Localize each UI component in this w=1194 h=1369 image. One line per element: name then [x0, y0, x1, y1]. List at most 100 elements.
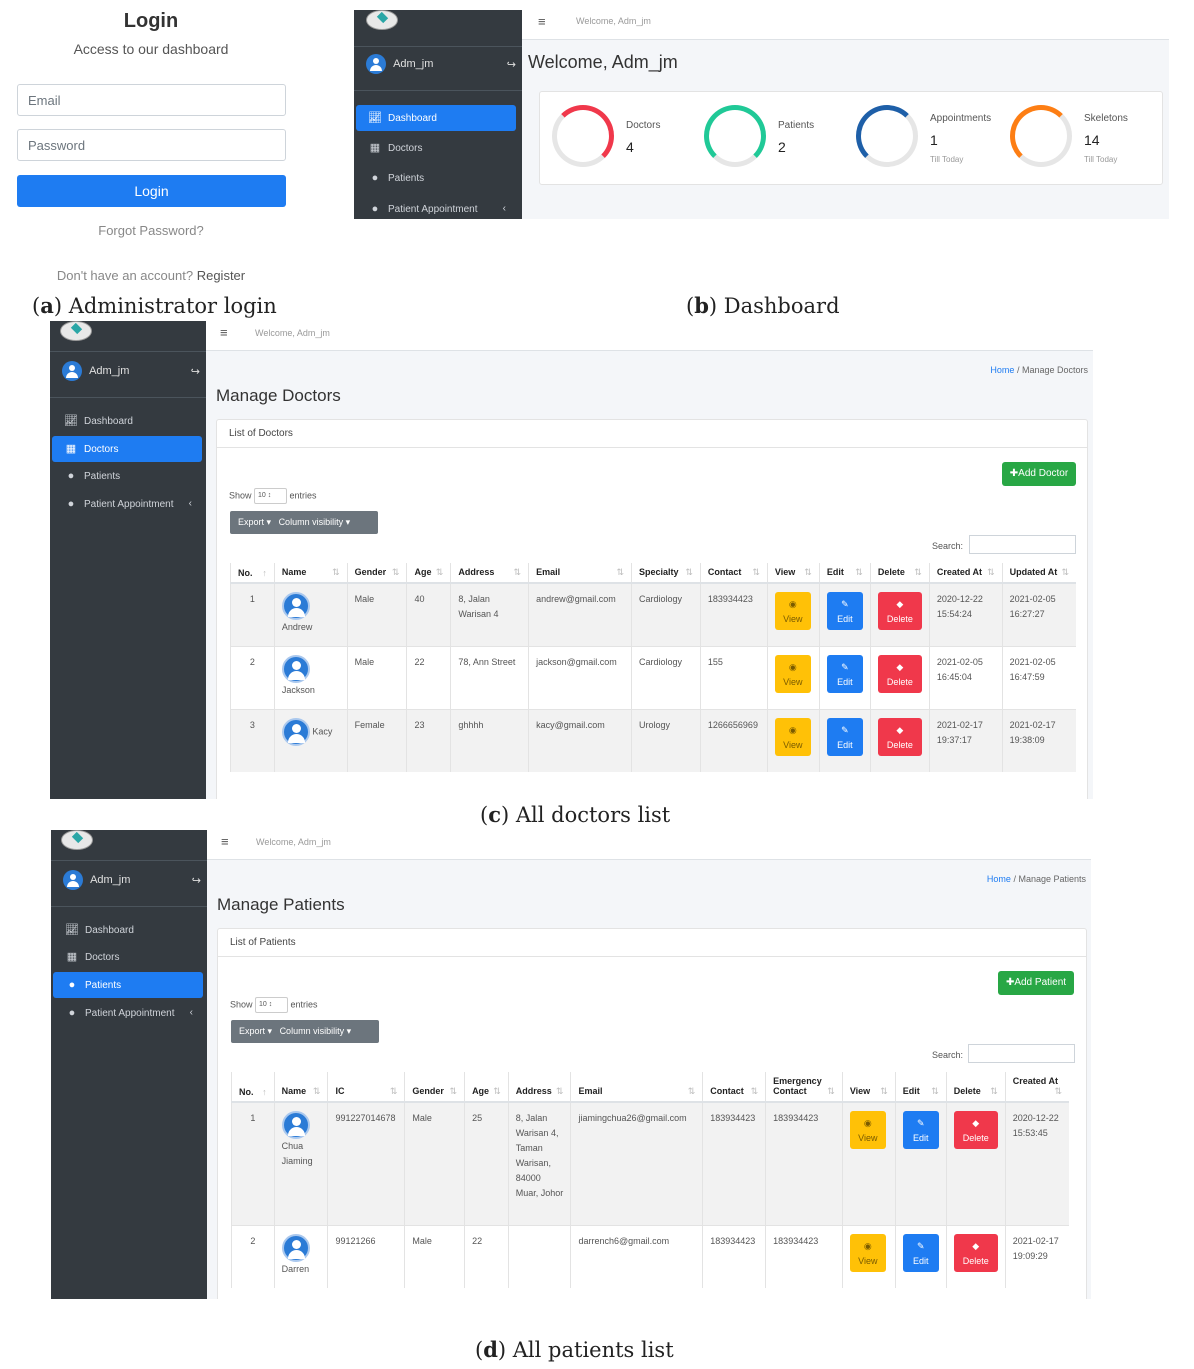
sidebar-item-patients[interactable]: ● Patients	[52, 463, 202, 489]
col-no[interactable]: No. ↑	[231, 1072, 275, 1103]
login-button[interactable]: Login	[17, 175, 286, 207]
patients-table: No. ↑ Name ⇅ IC ⇅ Gender ⇅ Age ⇅ Address ⇅ Ema…	[231, 1072, 1069, 1288]
entries-select[interactable]: 10 ↕	[254, 488, 288, 504]
stat-patients[interactable]: Patients 2	[704, 105, 814, 167]
register-link[interactable]: Register	[196, 268, 246, 283]
col-view[interactable]: View ⇅	[766, 563, 820, 584]
email-field[interactable]: Email	[17, 84, 286, 116]
edit-button[interactable]: ✎ Edit	[826, 592, 863, 630]
user-panel[interactable]: Adm_jm ↪	[63, 870, 201, 890]
col-contact[interactable]: Contact ⇅	[699, 563, 768, 584]
sidebar-item-patient-appointment[interactable]: ● Patient Appointment ‹	[52, 491, 202, 517]
col-email[interactable]: Email ⇅	[528, 563, 632, 584]
breadcrumb-home[interactable]: Home	[986, 874, 1011, 884]
search-input[interactable]	[969, 535, 1076, 554]
add-doctor-button[interactable]: ✚Add Doctor	[1002, 462, 1076, 486]
sidebar-item-patient-appointment[interactable]: ● Patient Appointment ‹	[53, 1000, 203, 1026]
breadcrumb-home[interactable]: Home	[990, 365, 1015, 375]
sidebar-item-doctors[interactable]: ▦ Doctors	[53, 944, 203, 970]
col-name[interactable]: Name ⇅	[273, 563, 348, 584]
col-edit[interactable]: Edit ⇅	[894, 1072, 947, 1103]
col-age[interactable]: Age ⇅	[406, 563, 451, 584]
sidebar-item-dashboard[interactable]: 📈︎ Dashboard	[356, 105, 516, 131]
entries-select[interactable]: 10 ↕	[255, 997, 289, 1013]
col-ic[interactable]: IC ⇅	[327, 1072, 405, 1103]
chart-line-icon: 📈︎	[65, 924, 79, 936]
column-visibility-button[interactable]: Column visibility ▾	[278, 517, 351, 527]
stat-skeletons[interactable]: Skeletons 14 Till Today	[1010, 105, 1128, 167]
export-button[interactable]: Export ▾	[238, 517, 272, 527]
stat-doctors[interactable]: Doctors 4	[552, 105, 660, 167]
col-name[interactable]: Name ⇅	[273, 1072, 328, 1103]
col-emergency[interactable]: Emergency Contact ⇅	[765, 1072, 843, 1103]
sidebar-item-dashboard[interactable]: 📈︎ Dashboard	[53, 917, 203, 943]
col-no[interactable]: No. ↑	[230, 563, 275, 584]
column-visibility-button[interactable]: Column visibility ▾	[279, 1026, 352, 1036]
hospital-icon: ▦	[65, 443, 77, 455]
menu-icon[interactable]: ≡	[220, 325, 228, 340]
avatar-icon	[62, 361, 82, 381]
view-button[interactable]: ◉ View	[774, 654, 811, 693]
col-updated[interactable]: Updated At ⇅	[1001, 563, 1076, 584]
view-button[interactable]: ◉ View	[849, 1111, 886, 1149]
export-button[interactable]: Export ▾	[239, 1026, 273, 1036]
view-button[interactable]: ◉ View	[774, 592, 811, 630]
col-delete[interactable]: Delete ⇅	[869, 563, 930, 584]
col-delete[interactable]: Delete ⇅	[945, 1072, 1006, 1103]
col-created[interactable]: Created At ⇅	[1004, 1072, 1069, 1103]
col-edit[interactable]: Edit ⇅	[818, 563, 871, 584]
sidebar-item-patients[interactable]: ● Patients	[53, 972, 203, 998]
user-panel[interactable]: Adm_jm ↪	[62, 361, 200, 381]
doctor-avatar-icon	[281, 592, 310, 620]
delete-button[interactable]: ◆ Delete	[877, 717, 922, 756]
patient-avatar-icon	[281, 1111, 310, 1139]
view-button[interactable]: ◉ View	[774, 717, 811, 756]
breadcrumb: Home / Manage Doctors	[990, 365, 1088, 375]
col-view[interactable]: View ⇅	[841, 1072, 896, 1103]
edit-button[interactable]: ✎ Edit	[902, 1233, 939, 1272]
search-input[interactable]	[968, 1044, 1075, 1063]
forgot-password-link[interactable]: Forgot Password?	[98, 223, 204, 238]
sidebar-item-dashboard[interactable]: 📈︎ Dashboard	[52, 408, 202, 434]
col-gender[interactable]: Gender ⇅	[404, 1072, 465, 1103]
logout-icon: ↪	[191, 875, 201, 887]
stat-appointments[interactable]: Appointments 1 Till Today	[856, 105, 991, 167]
user-panel[interactable]: Adm_jm ↪	[366, 54, 516, 74]
menu-icon[interactable]: ≡	[538, 14, 546, 29]
dashboard-heading: Welcome, Adm_jm	[528, 52, 678, 72]
sidebar-item-patient-appointment[interactable]: ● Patient Appointment ‹	[356, 196, 516, 222]
delete-button[interactable]: ◆ Delete	[877, 592, 922, 630]
users-icon: ●	[371, 203, 379, 215]
eye-icon: ◉	[863, 1118, 872, 1128]
col-address[interactable]: Address ⇅	[507, 1072, 571, 1103]
login-subtitle: Access to our dashboard	[73, 41, 229, 57]
logout-icon[interactable]: ↪	[506, 59, 516, 71]
col-contact[interactable]: Contact ⇅	[702, 1072, 766, 1103]
delete-button[interactable]: ◆ Delete	[953, 1233, 998, 1272]
sidebar-item-patients[interactable]: ● Patients	[356, 165, 516, 191]
caption-b: (b) Dashboard	[686, 293, 840, 318]
col-created[interactable]: Created At ⇅	[928, 563, 1003, 584]
sidebar-item-doctors[interactable]: ▦ Doctors	[356, 135, 516, 161]
view-button[interactable]: ◉ View	[849, 1233, 886, 1272]
col-specialty[interactable]: Specialty ⇅	[631, 563, 701, 584]
edit-button[interactable]: ✎ Edit	[826, 717, 863, 756]
doctors-content: Manage Doctors Home / Manage Doctors Lis…	[206, 351, 1093, 799]
col-age[interactable]: Age ⇅	[464, 1072, 509, 1103]
password-field[interactable]: Password	[17, 129, 286, 161]
chevron-left-icon: ‹	[188, 498, 192, 509]
edit-button[interactable]: ✎ Edit	[826, 654, 863, 693]
sidebar-item-doctors[interactable]: ▦ Doctors	[52, 436, 202, 462]
breadcrumb: Home / Manage Patients	[986, 874, 1086, 884]
edit-button[interactable]: ✎ Edit	[902, 1111, 939, 1149]
table-row: 3 Kacy Female 23 ghhhh kacy@gmail.com Urol…	[230, 708, 1076, 772]
add-patient-button[interactable]: ✚Add Patient	[998, 971, 1074, 995]
welcome-text: Welcome, Adm_jm	[576, 16, 651, 26]
delete-button[interactable]: ◆ Delete	[877, 654, 922, 693]
col-email[interactable]: Email ⇅	[570, 1072, 703, 1103]
delete-button[interactable]: ◆ Delete	[953, 1111, 998, 1149]
col-gender[interactable]: Gender ⇅	[346, 563, 407, 584]
menu-icon[interactable]: ≡	[221, 834, 229, 849]
col-address[interactable]: Address ⇅	[450, 563, 529, 584]
page-title: Manage Patients	[217, 895, 345, 914]
